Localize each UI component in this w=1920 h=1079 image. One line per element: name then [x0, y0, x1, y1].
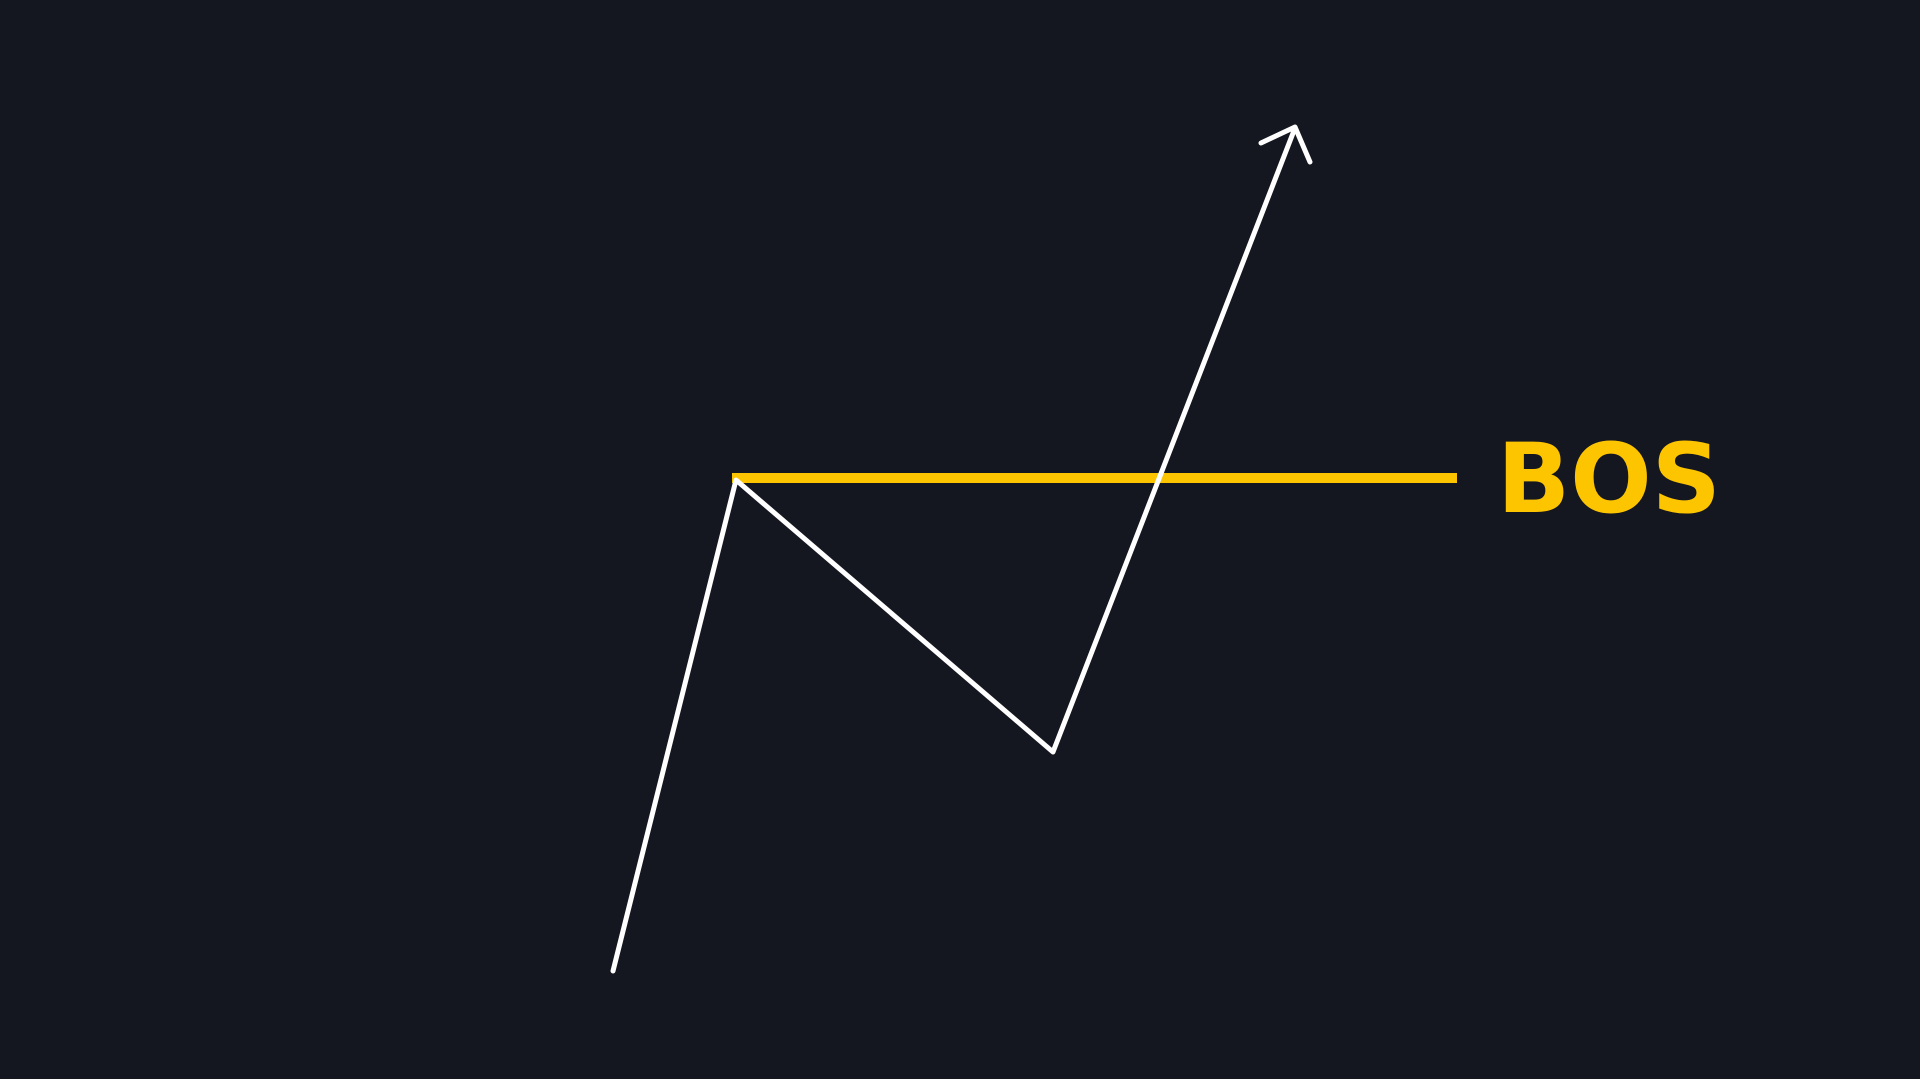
- price-path-line: [610, 125, 1298, 974]
- arrowhead-icon: [1258, 124, 1313, 165]
- bos-label: BOS: [1497, 423, 1721, 535]
